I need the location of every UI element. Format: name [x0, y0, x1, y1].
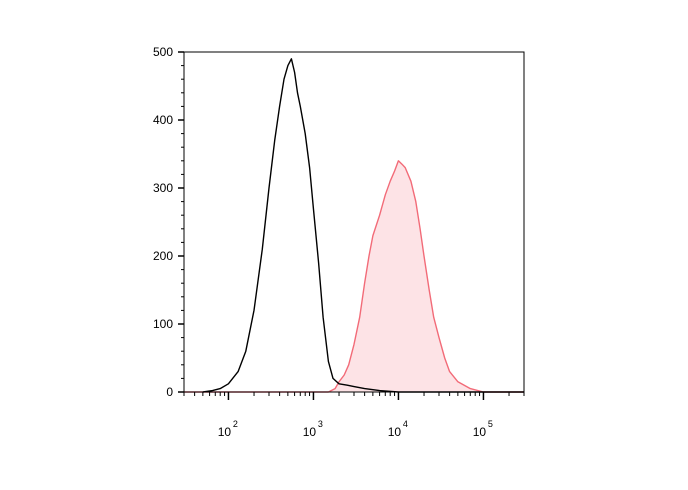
y-tick-label: 300 [153, 181, 173, 195]
y-tick-label: 100 [153, 317, 173, 331]
y-tick-label: 400 [153, 113, 173, 127]
y-tick-label: 200 [153, 249, 173, 263]
y-axis: 0 100 200 300 400 500 [153, 45, 184, 399]
x-tick-label-base: 10 [303, 425, 317, 439]
series-2-line [184, 160, 524, 393]
y-tick-label: 0 [166, 385, 173, 399]
x-tick-label-base: 10 [218, 425, 232, 439]
series-layer [184, 58, 524, 393]
x-tick-label-base: 10 [473, 425, 487, 439]
series-1-line [202, 58, 524, 393]
x-tick-label-exponent: 5 [488, 419, 493, 429]
x-tick-label-exponent: 3 [318, 419, 323, 429]
y-tick-label: 500 [153, 45, 173, 59]
x-tick-label-base: 10 [388, 425, 402, 439]
x-tick-label-exponent: 2 [233, 419, 238, 429]
series-2-area [184, 160, 524, 392]
x-tick-label-exponent: 4 [403, 419, 408, 429]
